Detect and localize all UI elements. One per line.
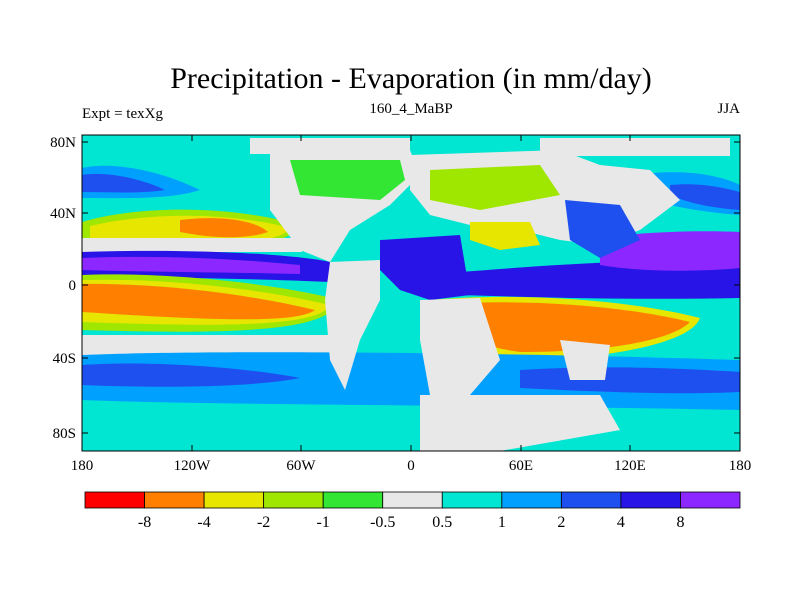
lat-tick-label: 40S xyxy=(53,351,76,367)
lon-axis: 180 120W 60W 0 60E 120E 180 xyxy=(71,135,752,474)
colorbar-swatch xyxy=(144,491,205,509)
colorbar-label: 8 xyxy=(676,514,684,531)
lat-tick-label: 40N xyxy=(50,206,76,222)
subtropic-np-orange xyxy=(180,218,268,238)
colorbar-label: 1 xyxy=(498,514,506,531)
colorbar-swatch xyxy=(203,491,265,509)
colorbar-label: -8 xyxy=(138,514,151,531)
southern-ocean-darkblue xyxy=(82,363,300,387)
asia-monsoon-blue xyxy=(565,200,640,258)
colorbar-label: 4 xyxy=(617,514,625,531)
colorbar-swatch xyxy=(501,491,562,509)
pe-field xyxy=(82,135,740,451)
experiment-label: Expt = texXg xyxy=(82,106,163,122)
north-pacific-east-darkblue xyxy=(670,184,740,210)
period-label: 160_4_MaBP xyxy=(369,101,452,117)
lon-tick-label: 180 xyxy=(71,458,94,474)
itcz-pacific-core xyxy=(82,256,300,274)
north-pacific-darkblue xyxy=(82,173,165,193)
season-label: JJA xyxy=(717,101,740,117)
colorbar: -8 -4 -2 -1 -0.5 0.5 1 2 4 8 xyxy=(84,491,741,531)
colorbar-label: -1 xyxy=(317,514,330,531)
eurasia-yellow xyxy=(470,222,540,250)
colorbar-label: 2 xyxy=(557,514,565,531)
antarctica-land xyxy=(420,395,620,451)
colorbar-swatch xyxy=(441,491,503,509)
lon-tick-label: 180 xyxy=(729,458,752,474)
colorbar-swatch xyxy=(620,491,681,509)
lat-axis: 80N 40N 0 40S 80S xyxy=(50,135,740,442)
lon-tick-label: 120W xyxy=(174,458,212,474)
australia-land xyxy=(560,340,610,380)
southern-ocean-darkblue-east xyxy=(520,367,740,394)
subtropic-grey xyxy=(82,238,302,252)
lat-tick-label: 80N xyxy=(50,135,76,151)
na-green xyxy=(290,160,405,200)
eurasia-green xyxy=(430,165,560,210)
lat-tick-label: 0 xyxy=(69,278,77,294)
colorbar-label: -0.5 xyxy=(370,514,395,531)
arctic-patch xyxy=(540,138,730,156)
colorbar-label: -2 xyxy=(257,514,270,531)
lon-tick-label: 0 xyxy=(407,458,415,474)
colorbar-swatch xyxy=(560,491,622,509)
colorbar-swatch xyxy=(382,491,443,509)
southern-grey xyxy=(82,335,342,355)
colorbar-swatch xyxy=(84,491,145,509)
colorbar-swatch xyxy=(263,491,324,509)
antarctic-cyan xyxy=(82,410,740,451)
plot-title: Precipitation - Evaporation (in mm/day) xyxy=(170,62,652,95)
sp-orange xyxy=(82,283,315,320)
colorbar-swatch xyxy=(322,491,384,509)
lon-tick-label: 60W xyxy=(286,458,316,474)
africa-tropics xyxy=(380,235,470,300)
lon-tick-label: 120E xyxy=(614,458,646,474)
south-america-land xyxy=(325,260,380,390)
colorbar-swatch xyxy=(680,491,741,509)
lat-tick-label: 80S xyxy=(53,426,76,442)
colorbar-label: -4 xyxy=(197,514,210,531)
si-orange xyxy=(440,302,690,352)
lon-tick-label: 60E xyxy=(509,458,533,474)
southern-africa-land xyxy=(420,298,500,395)
colorbar-label: 0.5 xyxy=(432,514,452,531)
